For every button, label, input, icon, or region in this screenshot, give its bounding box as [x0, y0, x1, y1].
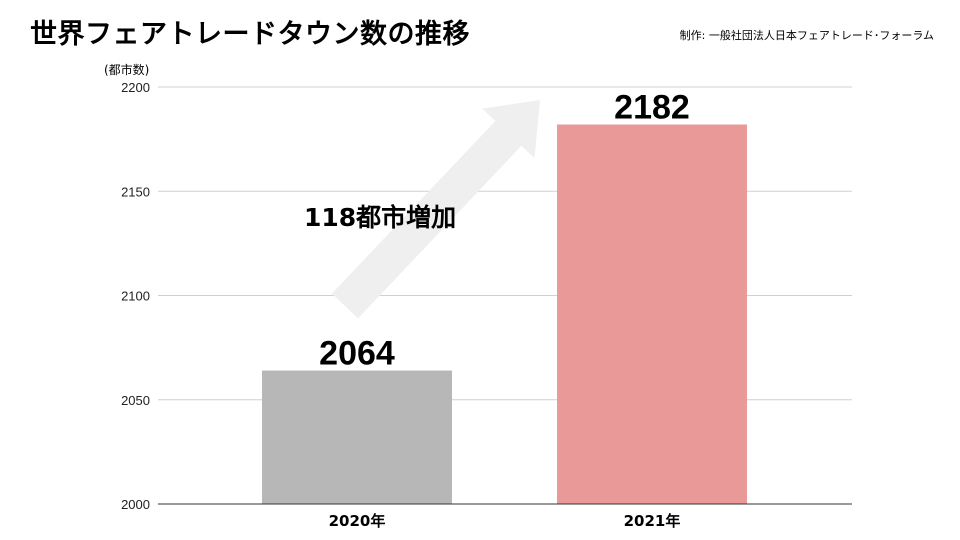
y-tick-label: 2150: [121, 184, 150, 199]
increase-annotation: 118都市増加: [304, 203, 456, 232]
growth-arrow-shape: [331, 100, 540, 319]
chart-title: 世界フェアトレードタウン数の推移: [30, 19, 470, 50]
x-category-label-0: 2020年: [329, 512, 386, 530]
bars: [262, 124, 747, 504]
data-label-1: 2182: [614, 89, 690, 127]
labels: 2064 2020年 2182 2021年: [158, 89, 852, 530]
y-tick-label: 2000: [121, 497, 150, 512]
growth-arrow: [331, 100, 540, 319]
y-tick-label: 2100: [121, 289, 150, 304]
bar-0: [262, 370, 452, 504]
credit-text: 制作: 一般社団法人日本フェアトレード･フォーラム: [679, 29, 934, 42]
data-label-0: 2064: [319, 335, 395, 373]
y-tick-label: 2200: [121, 80, 150, 95]
y-axis-unit-label: (都市数): [104, 62, 149, 77]
y-tick-label: 2050: [121, 393, 150, 408]
bar-1: [557, 124, 747, 504]
x-category-label-1: 2021年: [624, 512, 681, 530]
